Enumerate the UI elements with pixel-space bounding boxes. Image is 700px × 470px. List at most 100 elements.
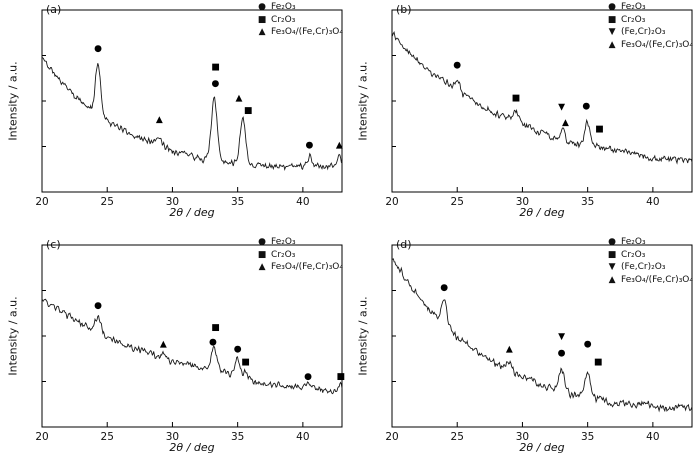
x-tick-label: 30: [166, 431, 179, 443]
peak-marker-filled-circle: ●: [212, 79, 220, 89]
x-tick-label: 40: [646, 431, 659, 443]
x-tick-label: 40: [646, 196, 659, 208]
peak-marker-filled-circle: ●: [94, 301, 102, 311]
x-tick-label: 35: [231, 431, 244, 443]
x-tick-label: 40: [296, 196, 309, 208]
filled-triangle-up-icon: ▲: [608, 274, 616, 285]
xrd-plot-b: 20 25 30 35 40 ● ■ ▼ ▲ ● ■: [385, 9, 693, 208]
peak-marker-filled-square: ■: [241, 357, 250, 367]
legend-label: Fe₂O₃: [271, 237, 296, 247]
x-tick-label: 35: [231, 196, 244, 208]
filled-square-icon: ■: [607, 14, 617, 25]
peak-marker-filled-square: ■: [594, 357, 603, 367]
legend-label: Cr₂O₃: [621, 14, 646, 25]
x-tick-label: 20: [35, 431, 48, 443]
legend-item: ● Fe₂O₃: [607, 1, 693, 14]
peak-marker-filled-circle: ●: [94, 44, 102, 54]
panel-label: (b): [396, 3, 412, 16]
peak-marker-filled-circle: ●: [584, 339, 592, 349]
xrd-panel-d: 20 25 30 35 40 ● ▲ ▼ ● ● ■ Intensity / a.u. 2θ / d…: [350, 235, 700, 470]
legend-label: Cr₂O₃: [271, 249, 296, 260]
x-axis-label: 2θ / deg: [519, 441, 565, 454]
legend: ● Fe₂O₃ ■ Cr₂O₃ ▲ Fe₃O₄/(Fe,Cr)₃O₄: [257, 1, 343, 39]
peak-marker-filled-circle: ●: [440, 283, 448, 293]
filled-circle-icon: ●: [258, 237, 266, 247]
y-axis-label: Intensity / a.u.: [356, 61, 370, 141]
filled-circle-icon: ●: [258, 2, 266, 12]
legend-label: Fe₃O₄/(Fe,Cr)₃O₄: [621, 39, 693, 50]
xrd-panel-a: 20 25 30 35 40 ● ▲ ■ ● ▲ ■ ● ▲ Intensity / a.u. 2θ /…: [0, 0, 350, 235]
x-axis-label: 2θ / deg: [169, 206, 215, 219]
peak-marker-filled-triangle-up: ▲: [336, 141, 343, 151]
legend-label: Fe₂O₃: [271, 2, 296, 12]
peak-marker-filled-circle: ●: [453, 61, 461, 71]
legend-label: Fe₃O₄/(Fe,Cr)₃O₄: [271, 262, 343, 272]
legend-item: ● Fe₂O₃: [257, 236, 343, 249]
legend-label: Fe₃O₄/(Fe,Cr)₃O₄: [621, 274, 693, 285]
peak-marker-filled-triangle-up: ▲: [160, 339, 167, 349]
filled-square-icon: ■: [607, 249, 617, 260]
peak-marker-filled-circle: ●: [582, 102, 590, 112]
legend-item: ■ Cr₂O₃: [257, 249, 343, 262]
legend-item: ▲ Fe₃O₄/(Fe,Cr)₃O₄: [257, 26, 343, 39]
peak-marker-filled-square: ■: [336, 372, 345, 382]
filled-triangle-up-icon: ▲: [258, 262, 266, 272]
filled-circle-icon: ●: [608, 237, 616, 247]
filled-triangle-up-icon: ▲: [608, 39, 616, 50]
legend-item: ▲ Fe₃O₄/(Fe,Cr)₃O₄: [257, 261, 343, 274]
peak-marker-filled-circle: ●: [305, 141, 313, 151]
legend-item: ● Fe₂O₃: [257, 1, 343, 14]
peak-marker-filled-triangle-down: ▼: [558, 332, 565, 342]
x-tick-label: 35: [581, 196, 594, 208]
legend-item: ■ Cr₂O₃: [607, 14, 693, 27]
peak-marker-filled-triangle-up: ▲: [235, 93, 242, 103]
y-axis-label: Intensity / a.u.: [6, 296, 20, 376]
legend-label: (Fe,Cr)₂O₃: [621, 27, 666, 37]
peak-marker-filled-circle: ●: [234, 345, 242, 355]
filled-circle-icon: ●: [608, 2, 616, 12]
legend-label: Cr₂O₃: [621, 249, 646, 260]
legend-item: ▲ Fe₃O₄/(Fe,Cr)₃O₄: [607, 274, 693, 287]
peak-marker-filled-square: ■: [595, 124, 604, 134]
panel-label: (d): [396, 238, 412, 251]
xrd-panel-b: 20 25 30 35 40 ● ■ ▼ ▲ ● ■ Intensity / a.u. 2θ / d…: [350, 0, 700, 235]
legend: ● Fe₂O₃ ■ Cr₂O₃ ▼ (Fe,Cr)₂O₃ ▲ Fe₃O₄/(Fe,Cr)₃O₄: [607, 1, 693, 51]
y-axis-label: Intensity / a.u.: [6, 61, 20, 141]
legend-item: ● Fe₂O₃: [607, 236, 693, 249]
x-tick-label: 20: [35, 196, 48, 208]
peak-marker-filled-square: ■: [512, 93, 521, 103]
panel-label: (c): [46, 238, 61, 251]
filled-triangle-down-icon: ▼: [608, 262, 616, 272]
x-tick-label: 35: [581, 431, 594, 443]
peak-marker-filled-square: ■: [244, 106, 253, 116]
legend-label: (Fe,Cr)₂O₃: [621, 262, 666, 272]
peak-marker-filled-circle: ●: [558, 348, 566, 358]
legend-item: ▲ Fe₃O₄/(Fe,Cr)₃O₄: [607, 39, 693, 52]
legend: ● Fe₂O₃ ■ Cr₂O₃ ▼ (Fe,Cr)₂O₃ ▲ Fe₃O₄/(Fe,Cr)₃O₄: [607, 236, 693, 286]
x-tick-label: 25: [101, 431, 114, 443]
peak-marker-filled-square: ■: [211, 62, 220, 72]
filled-square-icon: ■: [257, 249, 267, 260]
xrd-plot-c: 20 25 30 35 40 ● ▲ ■ ● ● ■ ● ■: [35, 244, 345, 443]
legend-label: Fe₃O₄/(Fe,Cr)₃O₄: [271, 27, 343, 37]
peak-marker-filled-square: ■: [211, 323, 220, 333]
x-tick-label: 30: [166, 196, 179, 208]
peak-marker-filled-circle: ●: [304, 372, 312, 382]
xrd-panel-c: 20 25 30 35 40 ● ▲ ■ ● ● ■ ● ■ Intensity / a.u. 2θ /…: [0, 235, 350, 470]
x-tick-label: 25: [451, 431, 464, 443]
filled-triangle-up-icon: ▲: [258, 27, 266, 37]
x-tick-label: 25: [101, 196, 114, 208]
x-tick-label: 30: [516, 196, 529, 208]
legend-label: Fe₂O₃: [621, 2, 646, 12]
peak-marker-filled-triangle-up: ▲: [156, 115, 163, 125]
x-axis-label: 2θ / deg: [519, 206, 565, 219]
y-axis-label: Intensity / a.u.: [356, 296, 370, 376]
legend-item: ■ Cr₂O₃: [607, 249, 693, 262]
legend-item: ▼ (Fe,Cr)₂O₃: [607, 261, 693, 274]
peak-marker-filled-circle: ●: [209, 337, 217, 347]
x-tick-label: 25: [451, 196, 464, 208]
xrd-plot-a: 20 25 30 35 40●▲■●▲■● ▲: [35, 9, 343, 208]
x-tick-label: 30: [516, 431, 529, 443]
panel-label: (a): [46, 3, 62, 16]
